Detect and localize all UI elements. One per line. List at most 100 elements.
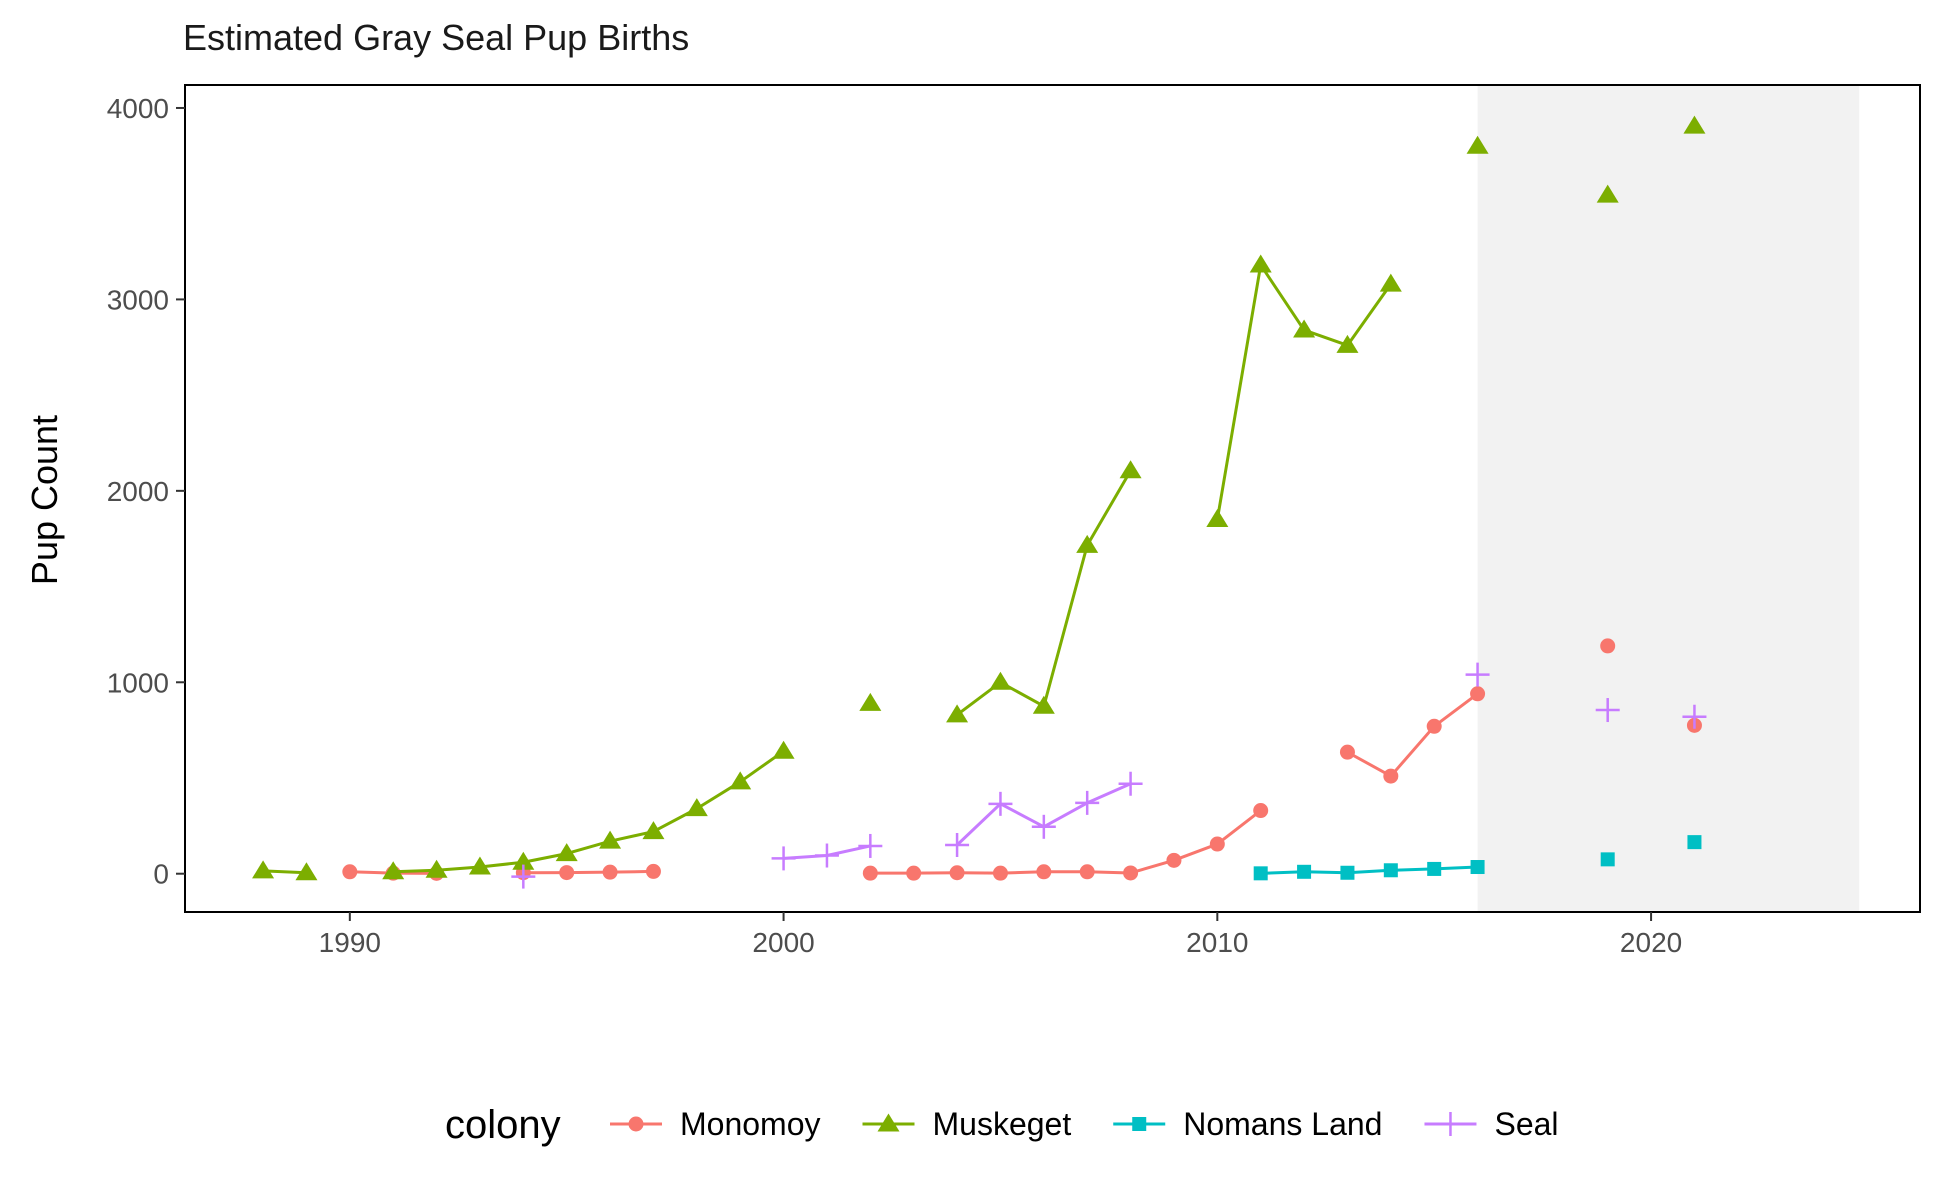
data-point <box>1470 686 1486 702</box>
y-axis: 0 1000 2000 3000 4000 <box>107 93 185 890</box>
data-point <box>989 671 1012 690</box>
legend-item: Monomoy <box>610 1106 821 1142</box>
data-point <box>771 846 796 871</box>
data-point <box>1118 771 1143 796</box>
legend-item: Seal <box>1424 1106 1559 1142</box>
data-point <box>1132 1117 1147 1131</box>
series-line <box>393 749 785 874</box>
data-point <box>1075 790 1100 815</box>
data-point <box>1426 718 1442 734</box>
data-point <box>1465 662 1490 687</box>
data-point <box>685 798 708 817</box>
data-point <box>1123 865 1139 881</box>
data-point <box>1466 135 1489 154</box>
data-point <box>602 864 618 880</box>
data-point <box>858 833 883 858</box>
series-line <box>870 809 1262 875</box>
data-point <box>1036 864 1052 880</box>
data-point <box>1470 860 1485 875</box>
data-point <box>1249 254 1272 273</box>
data-point <box>877 1113 900 1132</box>
data-point <box>1600 638 1616 654</box>
y-tick-label: 1000 <box>107 667 169 698</box>
data-point <box>468 856 491 875</box>
legend-title: colony <box>445 1103 561 1147</box>
data-point <box>425 859 448 878</box>
data-point <box>1383 863 1398 878</box>
plot-border <box>184 84 1921 913</box>
plot-area <box>184 84 1921 913</box>
data-point <box>1253 866 1268 881</box>
x-axis: 1990 2000 2010 2020 <box>319 912 1682 958</box>
chart-title: Estimated Gray Seal Pup Births <box>183 17 689 58</box>
data-point <box>1682 704 1707 729</box>
legend-label: Nomans Land <box>1183 1106 1382 1142</box>
data-point <box>642 821 665 840</box>
data-point <box>1032 695 1055 714</box>
x-tick-label: 2000 <box>752 927 814 958</box>
data-point <box>1595 698 1620 723</box>
data-point <box>1253 803 1269 819</box>
data-point <box>1340 865 1355 880</box>
data-point <box>1379 273 1402 292</box>
y-tick-label: 2000 <box>107 476 169 507</box>
data-point <box>772 740 795 759</box>
y-tick-label: 4000 <box>107 93 169 124</box>
data-point <box>945 832 970 857</box>
data-point <box>645 863 661 879</box>
data-point <box>1596 184 1619 203</box>
data-point <box>1119 460 1142 479</box>
data-point <box>1600 852 1615 867</box>
data-point <box>1683 115 1706 134</box>
series-nomans-land <box>1253 835 1702 881</box>
data-point <box>1336 334 1359 353</box>
data-point <box>1076 534 1099 553</box>
series-line <box>523 869 654 875</box>
data-point <box>342 864 358 880</box>
data-point <box>859 692 882 711</box>
data-point <box>1438 1112 1463 1136</box>
data-point <box>628 1116 644 1132</box>
series-seal <box>511 662 1707 889</box>
data-point <box>555 843 578 862</box>
x-tick-label: 2020 <box>1620 927 1682 958</box>
data-point <box>1297 864 1312 879</box>
shaded-region <box>1477 85 1860 912</box>
data-point <box>1383 768 1399 784</box>
data-point <box>988 791 1013 816</box>
data-point <box>992 865 1008 881</box>
data-point <box>512 851 535 870</box>
legend-item: Nomans Land <box>1113 1106 1382 1142</box>
series-line <box>1346 692 1479 778</box>
data-point <box>252 860 275 879</box>
legend-label: Muskeget <box>933 1106 1072 1142</box>
data-point <box>1427 861 1442 876</box>
data-point <box>1293 319 1316 338</box>
data-point <box>729 771 752 790</box>
data-point <box>1031 814 1056 839</box>
x-tick-label: 1990 <box>319 927 381 958</box>
data-point <box>1079 864 1095 880</box>
legend-label: Seal <box>1494 1106 1558 1142</box>
y-axis-label: Pup Count <box>24 415 65 585</box>
series-line <box>1260 865 1478 875</box>
data-point <box>949 865 965 881</box>
data-point <box>1209 836 1225 852</box>
data-point <box>814 843 839 868</box>
series-line <box>263 869 307 875</box>
x-tick-label: 2010 <box>1186 927 1248 958</box>
series-line <box>956 469 1132 717</box>
legend-label: Monomoy <box>680 1106 821 1142</box>
data-point <box>382 861 405 880</box>
data-point <box>906 865 922 881</box>
data-point <box>1687 835 1702 850</box>
data-point <box>511 864 536 889</box>
y-tick-label: 3000 <box>107 284 169 315</box>
data-point <box>862 865 878 881</box>
legend: colony Monomoy Muskeget Nomans Land Seal <box>445 1103 1559 1147</box>
data-point <box>1166 852 1182 868</box>
series-layer <box>252 115 1707 889</box>
data-point <box>946 704 969 723</box>
data-point <box>559 865 575 881</box>
